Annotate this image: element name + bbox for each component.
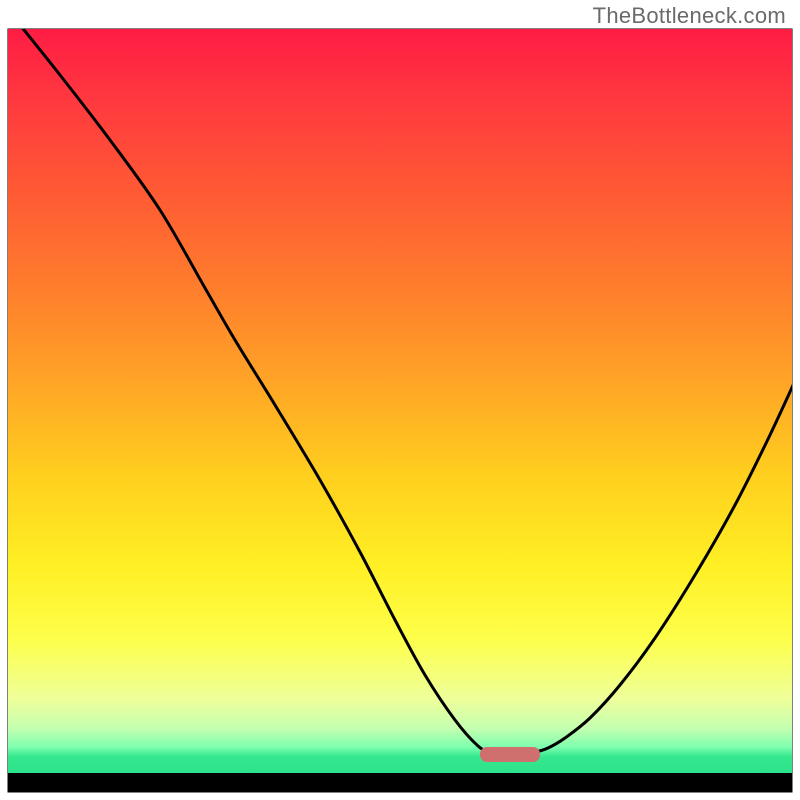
attribution-label: TheBottleneck.com bbox=[593, 3, 786, 29]
x-axis-strip bbox=[8, 773, 792, 792]
bottleneck-chart bbox=[0, 0, 800, 800]
optimum-marker bbox=[480, 747, 540, 762]
chart-container: TheBottleneck.com bbox=[0, 0, 800, 800]
gradient-background bbox=[8, 29, 792, 773]
